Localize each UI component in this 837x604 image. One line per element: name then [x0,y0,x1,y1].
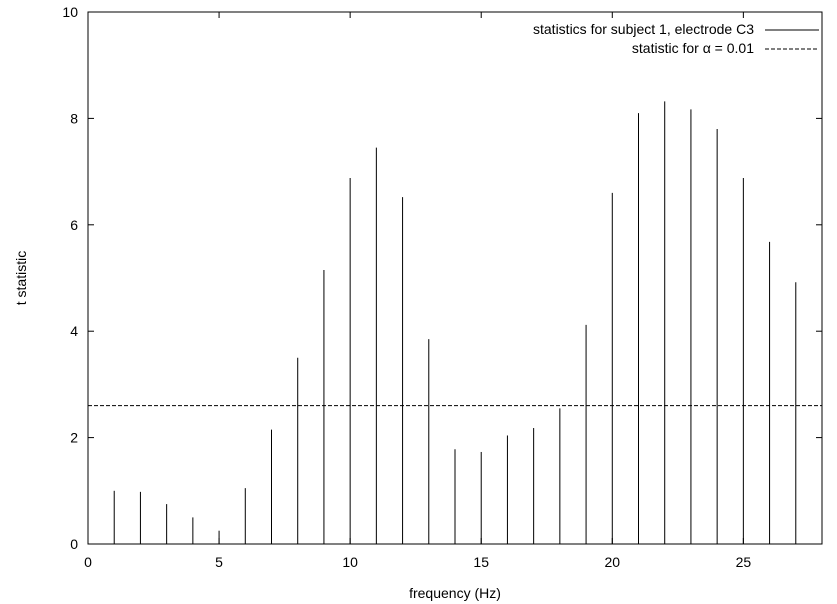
impulse-series [113,101,823,544]
plot-frame [87,11,823,545]
x-axis-title: frequency (Hz) [409,585,501,601]
x-tick-label: 0 [84,554,92,570]
x-tick-label: 5 [215,554,223,570]
x-axis: 0 5 10 15 20 25 [84,12,751,570]
y-tick-label: 8 [70,110,78,126]
y-tick-label: 2 [70,430,78,446]
legend-label-statistics: statistics for subject 1, electrode C3 [533,21,754,37]
y-tick-label: 10 [62,4,78,20]
legend-label-threshold: statistic for α = 0.01 [632,40,754,56]
y-tick-label: 6 [70,217,78,233]
legend: statistics for subject 1, electrode C3 s… [533,21,819,56]
y-tick-label: 0 [70,536,78,552]
x-tick-label: 20 [604,554,620,570]
x-tick-label: 15 [473,554,489,570]
y-axis: 0 2 4 6 8 10 [62,4,822,552]
y-tick-label: 4 [70,323,78,339]
x-tick-label: 10 [342,554,358,570]
x-tick-label: 25 [736,554,752,570]
y-axis-title: t statistic [13,251,29,305]
